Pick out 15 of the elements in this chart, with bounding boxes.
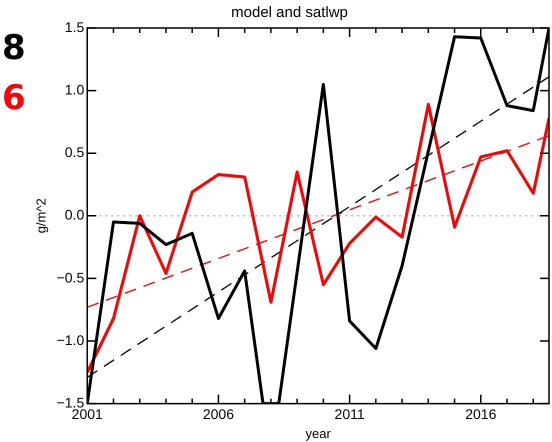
chart-title: model and satlwp [231,4,348,22]
y-tick-label: 1.0 [64,81,84,98]
text: 8 [2,28,26,68]
x-tick-label: 2011 [334,406,365,422]
y-tick-label: −0.5 [56,269,84,286]
y-tick-label: 0.0 [64,206,84,223]
y-tick-label: −1.5 [56,394,84,410]
x-tick-label: 2016 [465,406,497,422]
y-tick-label: −1.0 [56,332,84,348]
x-axis-title: year [305,426,332,441]
y-tick-label: 0.5 [64,144,84,160]
y-axis-title: g/m^2 [33,198,48,234]
text: 6 [2,78,26,118]
y-tick-label: 1.5 [64,18,84,35]
x-tick-label: 2006 [202,406,234,422]
